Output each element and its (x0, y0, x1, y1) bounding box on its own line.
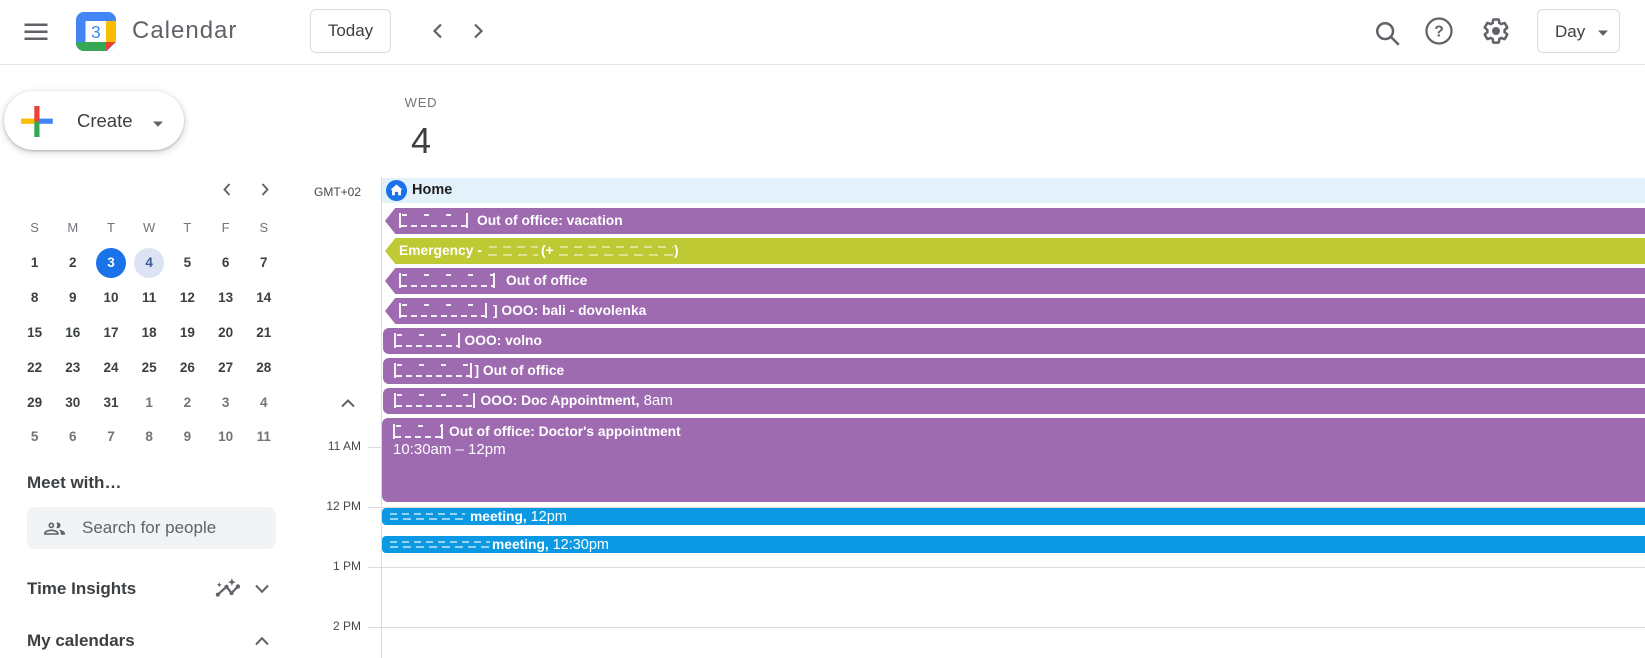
svg-text:3: 3 (91, 22, 101, 42)
svg-text:?: ? (1434, 24, 1444, 41)
